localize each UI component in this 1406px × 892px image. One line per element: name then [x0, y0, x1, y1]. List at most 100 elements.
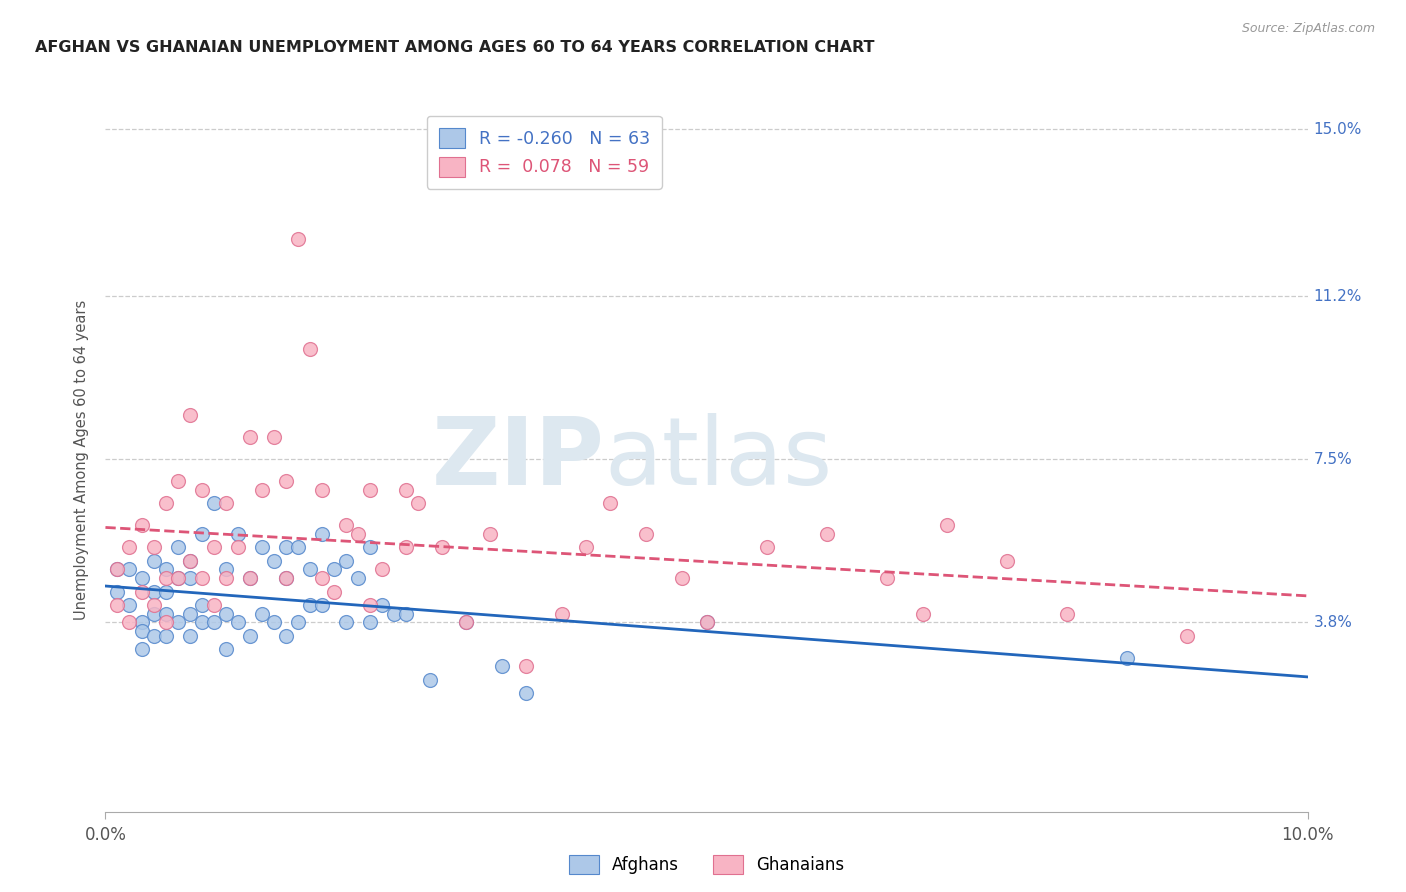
Text: 3.8%: 3.8%: [1313, 615, 1353, 630]
Point: [107, 562, 129, 576]
Point: [166, 475, 188, 489]
Point: [1056, 607, 1078, 621]
Point: [202, 496, 225, 510]
Point: [599, 496, 621, 510]
Point: [239, 571, 262, 585]
Point: [118, 615, 141, 630]
Point: [214, 562, 236, 576]
Point: [454, 615, 477, 630]
Point: [179, 628, 201, 642]
Legend: Afghans, Ghanaians: Afghans, Ghanaians: [560, 846, 853, 885]
Point: [491, 659, 513, 673]
Text: ZIP: ZIP: [432, 413, 605, 506]
Point: [166, 571, 188, 585]
Point: [179, 554, 201, 568]
Point: [298, 598, 321, 612]
Point: [250, 541, 273, 555]
Point: [335, 518, 357, 533]
Point: [239, 628, 262, 642]
Point: [311, 527, 333, 541]
Point: [876, 571, 898, 585]
Point: [395, 607, 418, 621]
Point: [454, 615, 477, 630]
Point: [202, 615, 225, 630]
Text: atlas: atlas: [605, 413, 832, 506]
Point: [406, 496, 429, 510]
Point: [419, 673, 441, 687]
Point: [636, 527, 658, 541]
Point: [107, 584, 129, 599]
Point: [214, 607, 236, 621]
Point: [107, 562, 129, 576]
Text: AFGHAN VS GHANAIAN UNEMPLOYMENT AMONG AGES 60 TO 64 YEARS CORRELATION CHART: AFGHAN VS GHANAIAN UNEMPLOYMENT AMONG AG…: [35, 40, 875, 55]
Point: [131, 624, 153, 639]
Point: [155, 615, 177, 630]
Point: [142, 554, 165, 568]
Point: [696, 615, 718, 630]
Point: [142, 541, 165, 555]
Text: 11.2%: 11.2%: [1313, 289, 1362, 304]
Point: [166, 615, 188, 630]
Point: [551, 607, 574, 621]
Point: [118, 541, 141, 555]
Point: [311, 598, 333, 612]
Point: [118, 598, 141, 612]
Point: [322, 584, 344, 599]
Point: [131, 615, 153, 630]
Point: [214, 641, 236, 656]
Point: [142, 628, 165, 642]
Point: [214, 496, 236, 510]
Point: [239, 571, 262, 585]
Point: [335, 615, 357, 630]
Point: [287, 615, 309, 630]
Point: [382, 607, 405, 621]
Text: 15.0%: 15.0%: [1313, 121, 1362, 136]
Point: [155, 571, 177, 585]
Point: [335, 554, 357, 568]
Point: [190, 598, 212, 612]
Text: 7.5%: 7.5%: [1313, 452, 1353, 467]
Point: [479, 527, 502, 541]
Point: [190, 615, 212, 630]
Y-axis label: Unemployment Among Ages 60 to 64 years: Unemployment Among Ages 60 to 64 years: [73, 299, 89, 620]
Point: [274, 541, 297, 555]
Point: [287, 232, 309, 246]
Point: [131, 571, 153, 585]
Point: [371, 562, 394, 576]
Point: [298, 343, 321, 357]
Point: [263, 430, 285, 444]
Point: [359, 541, 381, 555]
Point: [202, 598, 225, 612]
Point: [274, 628, 297, 642]
Point: [166, 541, 188, 555]
Point: [311, 483, 333, 498]
Point: [1116, 650, 1139, 665]
Point: [287, 541, 309, 555]
Point: [359, 598, 381, 612]
Point: [142, 584, 165, 599]
Point: [131, 518, 153, 533]
Point: [202, 541, 225, 555]
Point: [911, 607, 934, 621]
Point: [142, 607, 165, 621]
Point: [371, 598, 394, 612]
Point: [347, 527, 370, 541]
Point: [190, 527, 212, 541]
Point: [263, 554, 285, 568]
Point: [274, 475, 297, 489]
Point: [250, 607, 273, 621]
Point: [179, 571, 201, 585]
Point: [430, 541, 453, 555]
Point: [515, 686, 537, 700]
Point: [395, 483, 418, 498]
Point: [155, 607, 177, 621]
Text: Source: ZipAtlas.com: Source: ZipAtlas.com: [1241, 22, 1375, 36]
Point: [311, 571, 333, 585]
Point: [322, 562, 344, 576]
Point: [936, 518, 959, 533]
Point: [155, 628, 177, 642]
Point: [118, 562, 141, 576]
Point: [226, 541, 249, 555]
Point: [575, 541, 598, 555]
Point: [274, 571, 297, 585]
